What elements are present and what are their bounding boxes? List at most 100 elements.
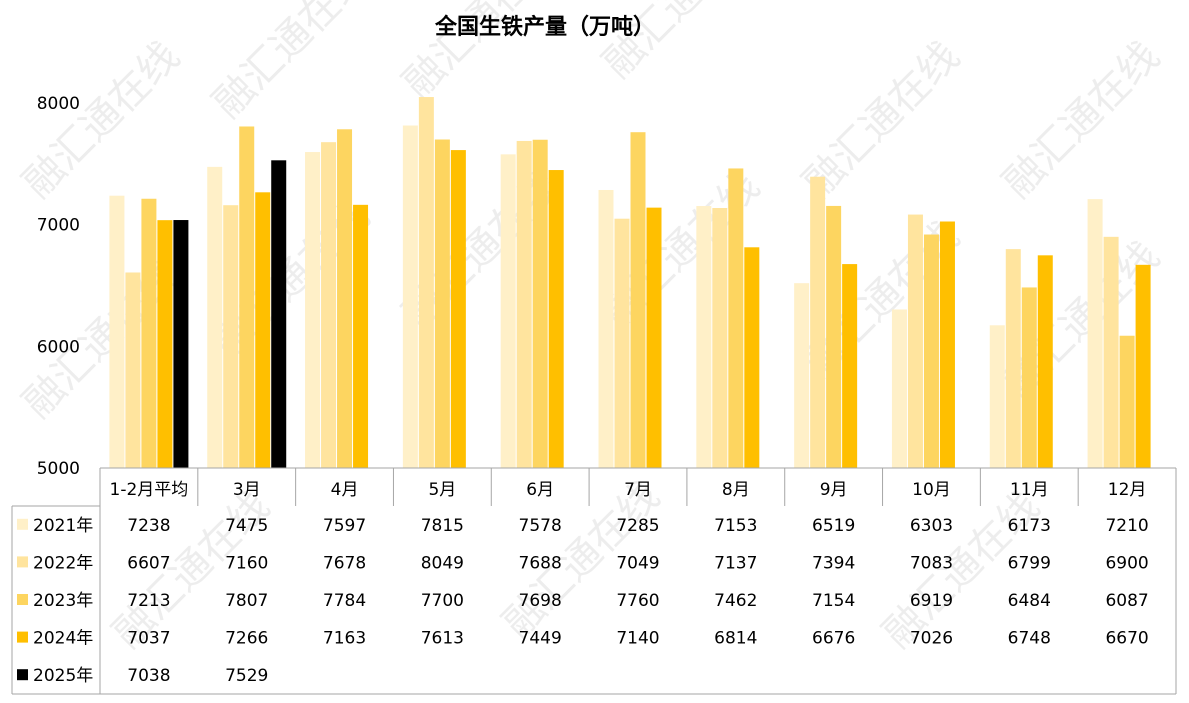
data-label: 7394 xyxy=(812,553,855,573)
bar xyxy=(402,125,418,468)
bars xyxy=(109,97,1151,469)
data-label: 7807 xyxy=(225,591,268,611)
data-label: 6173 xyxy=(1008,516,1051,536)
bar xyxy=(646,207,662,468)
y-axis: 5000 6000 7000 8000 xyxy=(37,94,80,479)
data-label: 7700 xyxy=(421,591,464,611)
bar xyxy=(500,154,516,469)
data-label: 7213 xyxy=(127,591,170,611)
bar xyxy=(207,166,223,468)
category-label: 10月 xyxy=(912,480,951,500)
legend-swatch xyxy=(17,594,28,605)
data-label: 7163 xyxy=(323,629,366,649)
bar xyxy=(1037,255,1053,468)
category-label: 12月 xyxy=(1108,480,1147,500)
bar xyxy=(125,272,141,468)
data-label: 7449 xyxy=(519,629,562,649)
data-label: 6484 xyxy=(1008,591,1051,611)
bar xyxy=(271,160,287,468)
data-label: 7698 xyxy=(519,591,562,611)
data-label: 6900 xyxy=(1105,553,1148,573)
watermark-text: 融汇通在线 xyxy=(15,33,189,207)
legend-swatch xyxy=(17,669,28,681)
bar xyxy=(450,150,466,468)
bar xyxy=(744,247,760,468)
category-label: 3月 xyxy=(233,480,261,500)
bar xyxy=(548,170,564,468)
bar xyxy=(157,220,173,468)
data-label: 7784 xyxy=(323,591,366,611)
y-tick-label: 6000 xyxy=(37,337,80,357)
data-label: 7266 xyxy=(225,629,268,649)
bar xyxy=(989,325,1005,468)
data-label: 6087 xyxy=(1105,591,1148,611)
watermark-text: 融汇通在线 xyxy=(995,33,1169,207)
bar xyxy=(255,192,271,468)
bar xyxy=(532,139,548,468)
bar xyxy=(109,195,125,468)
y-tick-label: 8000 xyxy=(37,94,80,114)
data-label: 7154 xyxy=(812,591,855,611)
bar xyxy=(1135,264,1151,468)
data-label: 7038 xyxy=(127,666,170,686)
bar xyxy=(418,97,434,468)
legend-label: 2025年 xyxy=(33,666,93,686)
data-label: 6676 xyxy=(812,629,855,649)
bar xyxy=(923,234,939,468)
bar xyxy=(223,205,239,468)
bar xyxy=(141,198,157,469)
category-label: 1-2月平均 xyxy=(110,480,189,500)
data-label: 6814 xyxy=(714,629,757,649)
bar xyxy=(891,309,907,468)
data-label: 7026 xyxy=(910,629,953,649)
bar xyxy=(1119,335,1135,468)
bar xyxy=(239,126,255,469)
bar xyxy=(353,204,369,468)
category-label: 8月 xyxy=(722,480,750,500)
bar xyxy=(712,207,728,468)
bar xyxy=(728,168,744,468)
bar xyxy=(842,264,858,468)
bar xyxy=(939,221,955,468)
legend-swatch xyxy=(17,556,28,568)
data-label: 6303 xyxy=(910,516,953,536)
bar xyxy=(598,189,614,468)
legend-label: 2022年 xyxy=(33,553,93,573)
data-label: 7760 xyxy=(616,591,659,611)
category-label: 5月 xyxy=(428,480,456,500)
legend-swatch xyxy=(17,518,28,530)
bar xyxy=(434,139,450,468)
watermark-text: 融汇通在线 xyxy=(205,0,379,127)
data-label: 6799 xyxy=(1008,553,1051,573)
legend-swatch xyxy=(17,631,28,643)
bar xyxy=(321,142,337,468)
watermark-text: 融汇通在线 xyxy=(595,0,769,87)
bar xyxy=(907,214,923,468)
data-label: 6519 xyxy=(812,516,855,536)
data-label: 7475 xyxy=(225,516,268,536)
bar xyxy=(1103,236,1119,468)
bar xyxy=(696,206,712,468)
data-label: 6670 xyxy=(1105,629,1148,649)
y-tick-label: 5000 xyxy=(37,459,80,479)
data-label: 7815 xyxy=(421,516,464,536)
data-label: 6748 xyxy=(1008,629,1051,649)
bar xyxy=(794,283,810,468)
data-label: 7285 xyxy=(616,516,659,536)
data-label: 7613 xyxy=(421,629,464,649)
data-label: 7688 xyxy=(519,553,562,573)
bar xyxy=(1005,249,1021,468)
category-label: 11月 xyxy=(1010,480,1049,500)
bar xyxy=(173,220,189,468)
data-label: 7083 xyxy=(910,553,953,573)
data-label: 7578 xyxy=(519,516,562,536)
data-label: 7160 xyxy=(225,553,268,573)
legend-label: 2024年 xyxy=(33,629,93,649)
category-label: 4月 xyxy=(331,480,359,500)
category-label: 7月 xyxy=(624,480,652,500)
legend-label: 2021年 xyxy=(33,516,93,536)
data-label: 7529 xyxy=(225,666,268,686)
y-tick-label: 7000 xyxy=(37,216,80,236)
bar xyxy=(516,140,532,468)
bar xyxy=(337,129,353,468)
